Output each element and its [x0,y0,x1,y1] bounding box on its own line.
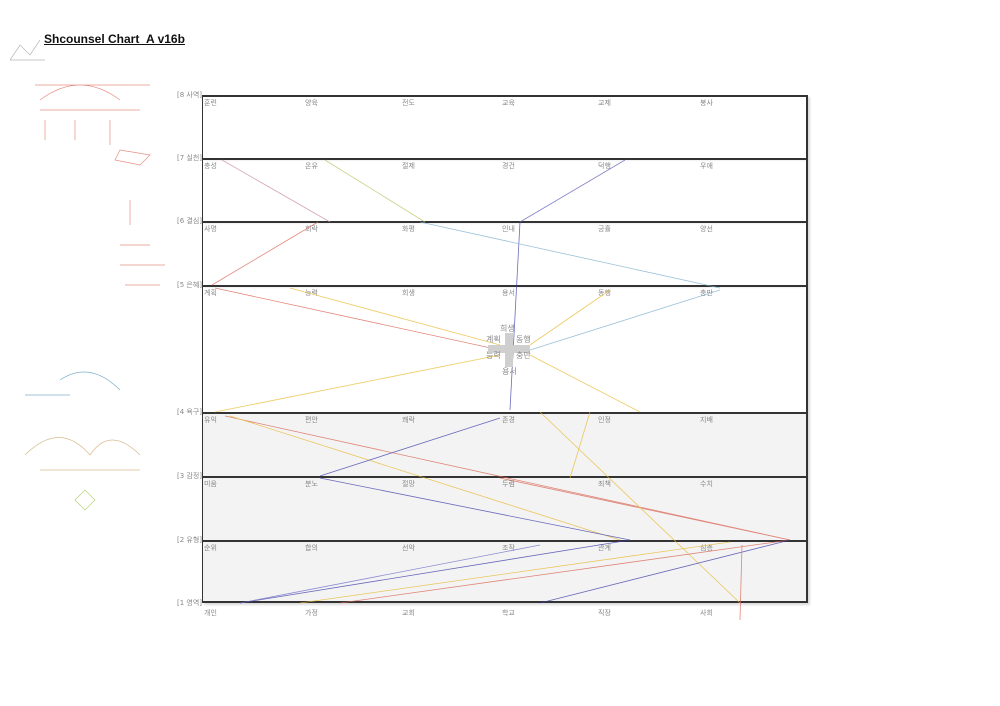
node-label: 우애 [700,162,713,170]
node-label: 유익 [204,416,217,424]
connection-line [529,289,611,346]
node-label: 심층 [700,544,713,552]
connection-line [519,159,626,223]
node-label: 죄책 [598,480,611,488]
node-label: 사회 [700,609,713,617]
node-label: 긍휼 [598,225,611,233]
connection-line [224,415,791,541]
node-label: 개인 [204,609,217,617]
node-label: 절망 [402,480,415,488]
connection-line [529,289,721,351]
node-label: 조작 [502,544,515,552]
node-label: 능력 [305,289,318,297]
node-label: 분노 [305,480,318,488]
node-label: 동행 [598,289,611,297]
connection-line [509,221,521,411]
node-label: 덕행 [598,162,611,170]
node-label: 교육 [502,99,515,107]
cross-top: 희생 [500,324,515,333]
connection-line [299,541,731,604]
connection-line [214,287,501,351]
cross-bottom: 용서 [502,367,517,376]
connection-line [239,544,541,604]
chart-title: Shcounsel Chart_A v16b [44,32,185,46]
connection-line [229,415,621,541]
connection-line [739,544,743,621]
connection-line [539,539,791,604]
row-label: [8 사역] [176,91,202,99]
row-label: [7 실천] [176,154,202,162]
connection-line [499,477,791,541]
node-label: 양선 [700,225,713,233]
node-label: 미움 [204,480,217,488]
node-label: 절제 [402,162,415,170]
row-label: [6 결심] [176,217,202,225]
node-label: 사명 [204,225,217,233]
cross-left-top: 계획 [486,335,501,344]
node-label: 수치 [700,480,713,488]
row-band [202,95,808,158]
sketch-notes [9,39,165,511]
connection-line [339,539,791,604]
node-label: 용서 [502,289,515,297]
node-label: 편안 [305,416,318,424]
connection-line [569,411,591,479]
row-label: [1 영역] [176,599,202,607]
node-label: 양육 [305,99,318,107]
node-label: 존경 [502,416,515,424]
connection-line [419,221,721,289]
node-label: 쾌락 [402,416,415,424]
node-label: 충만 [700,289,713,297]
node-label: 경건 [502,162,515,170]
node-label: 합의 [305,544,318,552]
node-label: 전도 [402,99,415,107]
row-label: [2 유형] [176,536,202,544]
row-band [202,158,808,221]
node-label: 충성 [204,162,217,170]
cross-right-top: 동행 [516,335,531,344]
connection-line [539,411,741,604]
connection-line [319,417,501,477]
cross-left-bottom: 능력 [486,351,501,360]
node-label: 교제 [598,99,611,107]
row-label: [4 욕구] [176,408,202,416]
node-label: 학교 [502,609,515,617]
node-label: 인정 [598,416,611,424]
connection-line [529,354,641,413]
node-label: 교회 [402,609,415,617]
node-label: 봉사 [700,99,713,107]
node-label: 선악 [402,544,415,552]
node-label: 훈련 [204,99,217,107]
node-label: 직장 [598,609,611,617]
row-band [202,285,808,412]
node-label: 화평 [402,225,415,233]
node-label: 순위 [204,544,217,552]
row-label: [3 감정] [176,472,202,480]
node-label: 온유 [305,162,318,170]
node-label: 인내 [502,225,515,233]
connection-line [221,159,331,223]
node-label: 희생 [402,289,415,297]
row-band [202,221,808,285]
row-label: [5 은혜] [176,281,202,289]
node-label: 계획 [204,289,217,297]
connection-line [211,221,319,286]
cross-right-bottom: 충만 [516,351,531,360]
connection-line [289,287,501,346]
row-band [202,476,808,540]
connection-line [319,477,631,541]
node-label: 지배 [700,416,713,424]
cross-vertical [505,333,513,367]
connection-line [239,539,631,604]
node-label: 희락 [305,225,318,233]
row-band [202,412,808,476]
connection-line [324,159,426,223]
node-label: 두렴 [502,480,515,488]
connection-line [214,354,501,413]
node-label: 관계 [598,544,611,552]
node-label: 가정 [305,609,318,617]
